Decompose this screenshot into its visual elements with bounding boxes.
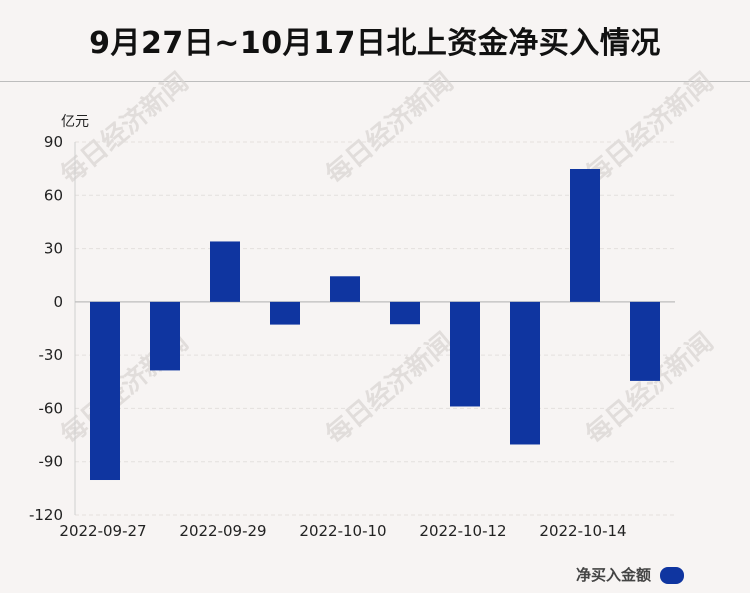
bar-2022-10-13 bbox=[510, 301, 540, 445]
bar-2022-09-30 bbox=[270, 301, 300, 325]
bar-2022-10-14 bbox=[570, 168, 600, 302]
bars bbox=[90, 168, 660, 481]
legend-label: 净买入金额 bbox=[576, 566, 652, 584]
bar-2022-09-27 bbox=[90, 301, 120, 481]
bar-2022-10-10 bbox=[330, 276, 360, 302]
y-tick-labels: 90 60 30 0 -30 -60 -90 -120 bbox=[29, 133, 63, 524]
x-tick-label: 2022-09-29 bbox=[179, 522, 266, 540]
x-tick-label: 2022-10-12 bbox=[419, 522, 506, 540]
y-tick-label: 30 bbox=[44, 240, 63, 258]
y-tick-label: -30 bbox=[39, 346, 64, 364]
x-tick-label: 2022-10-14 bbox=[539, 522, 626, 540]
y-tick-label: 0 bbox=[53, 293, 63, 311]
x-tick-labels: 2022-09-27 2022-09-29 2022-10-10 2022-10-12… bbox=[59, 522, 626, 540]
bar-2022-10-11 bbox=[390, 301, 420, 325]
y-tick-label: -120 bbox=[29, 506, 63, 524]
chart-title: 9月27日~10月17日北上资金净买入情况 bbox=[89, 26, 661, 61]
watermark-1: 每日经济新闻 bbox=[320, 66, 459, 190]
title-divider bbox=[0, 81, 750, 82]
bar-2022-10-12 bbox=[450, 301, 480, 407]
x-tick-label: 2022-09-27 bbox=[59, 522, 146, 540]
bar-2022-09-28 bbox=[150, 301, 180, 371]
y-tick-label: 90 bbox=[44, 133, 63, 151]
y-tick-label: -60 bbox=[39, 399, 64, 417]
watermark-2: 每日经济新闻 bbox=[580, 66, 719, 190]
x-tick-label: 2022-10-10 bbox=[299, 522, 386, 540]
y-tick-label: -90 bbox=[39, 453, 64, 471]
y-axis-unit-label: 亿元 bbox=[61, 114, 89, 130]
bar-2022-10-17 bbox=[630, 301, 660, 381]
watermark-4: 每日经济新闻 bbox=[320, 326, 459, 450]
y-tick-label: 60 bbox=[44, 186, 63, 204]
bar-2022-09-29 bbox=[210, 241, 240, 302]
legend-swatch bbox=[660, 567, 684, 584]
